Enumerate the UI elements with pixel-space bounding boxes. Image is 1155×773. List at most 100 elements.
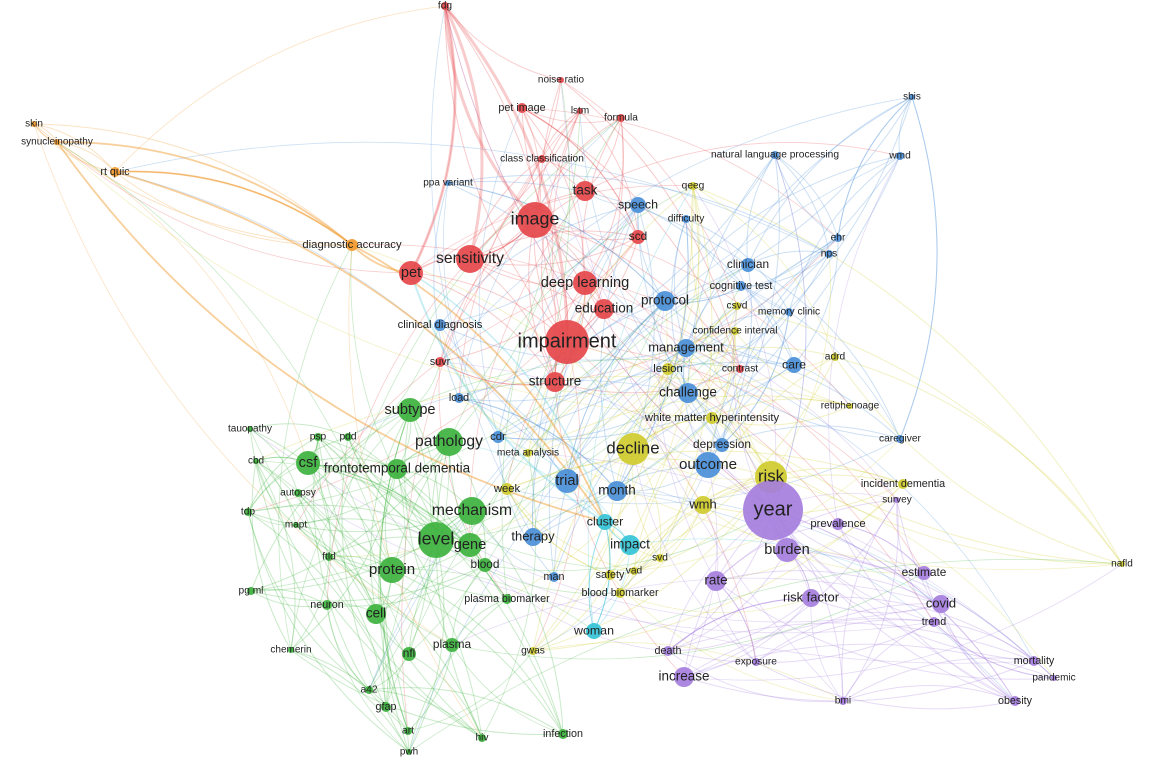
- edge: [444, 5, 562, 81]
- edge: [667, 597, 812, 652]
- edge: [251, 460, 292, 651]
- edge: [439, 361, 774, 511]
- node: [545, 372, 565, 392]
- edge: [685, 311, 790, 349]
- node-label: svd: [652, 553, 668, 564]
- edge: [600, 204, 639, 492]
- node-label: synucleinopathy: [21, 137, 93, 148]
- node: [847, 403, 853, 409]
- edge: [692, 185, 1123, 565]
- node: [445, 180, 451, 186]
- edge: [247, 511, 410, 753]
- edge: [347, 380, 689, 438]
- edge: [247, 236, 639, 513]
- edge: [588, 521, 606, 632]
- edge: [528, 219, 556, 383]
- node-label: formula: [604, 113, 638, 124]
- edge: [692, 185, 836, 358]
- node: [630, 197, 646, 213]
- edge: [247, 300, 666, 513]
- edge: [391, 569, 564, 735]
- edge: [404, 409, 453, 646]
- node-label: hiv: [475, 733, 489, 744]
- edge: [685, 96, 913, 349]
- node-label: cbd: [248, 456, 264, 467]
- edge: [56, 141, 393, 571]
- edge: [532, 642, 844, 702]
- edge: [841, 499, 898, 702]
- edge: [632, 448, 757, 663]
- node: [894, 497, 900, 503]
- node-label: art: [402, 726, 414, 737]
- node: [620, 535, 640, 555]
- node-label: neuron: [310, 599, 343, 611]
- node-label: risk factor: [783, 589, 840, 604]
- node-label: rt quic: [100, 166, 130, 178]
- node: [678, 383, 698, 403]
- node: [677, 339, 695, 357]
- node-label: lstm: [571, 106, 589, 117]
- node: [517, 103, 527, 113]
- node-label: contrast: [722, 364, 758, 375]
- edge: [497, 364, 795, 441]
- edge: [786, 549, 1035, 662]
- node-label: death: [655, 645, 682, 657]
- node-label: ehr: [831, 233, 846, 244]
- edge: [478, 107, 523, 438]
- edge: [56, 141, 713, 419]
- edge: [619, 504, 704, 594]
- edge: [683, 563, 1123, 681]
- node-label: clinician: [727, 257, 769, 271]
- node: [549, 572, 559, 582]
- edge: [793, 237, 839, 366]
- edge: [721, 253, 830, 446]
- node-label: exposure: [735, 657, 777, 668]
- node-label: nafld: [1111, 559, 1133, 570]
- edge: [616, 490, 1016, 702]
- node-label: scd: [629, 229, 647, 243]
- edge: [532, 155, 901, 538]
- edge: [740, 253, 830, 287]
- edge: [408, 510, 473, 655]
- node: [247, 587, 255, 595]
- node-label: plasma: [433, 637, 472, 651]
- node-label: risk: [758, 466, 785, 485]
- node: [615, 588, 625, 598]
- edge: [114, 171, 606, 523]
- edge: [447, 182, 666, 302]
- edge: [295, 524, 377, 615]
- edge: [370, 409, 411, 615]
- node: [586, 623, 602, 639]
- node-label: retiphenoage: [821, 401, 880, 412]
- edge: [560, 79, 738, 307]
- edge: [368, 468, 406, 691]
- edge: [33, 123, 116, 173]
- edge: [250, 588, 328, 606]
- node: [454, 393, 464, 403]
- edge: [619, 504, 704, 594]
- node-label: wmd: [888, 151, 911, 162]
- node-label: diagnostic accuracy: [302, 239, 402, 251]
- edge: [351, 244, 606, 523]
- edge: [521, 107, 639, 238]
- edge: [685, 344, 795, 366]
- edge: [685, 347, 901, 440]
- edge: [566, 341, 757, 663]
- edge: [447, 180, 749, 266]
- node-label: gwas: [521, 646, 545, 657]
- edge: [721, 425, 901, 446]
- edge: [497, 392, 689, 440]
- nodes: [31, 2, 1125, 755]
- edge: [532, 574, 611, 652]
- edge: [448, 441, 508, 600]
- node: [786, 357, 802, 373]
- edge: [469, 190, 586, 546]
- edge: [290, 649, 564, 735]
- edge: [527, 368, 669, 454]
- edge: [247, 436, 319, 513]
- edge: [554, 381, 685, 678]
- edge: [898, 96, 913, 157]
- edge: [328, 556, 483, 739]
- node-label: wmh: [688, 496, 716, 511]
- edge: [579, 110, 723, 446]
